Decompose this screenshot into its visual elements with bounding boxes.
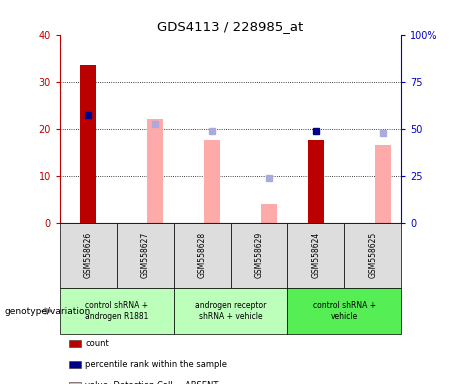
Text: genotype/variation: genotype/variation — [5, 306, 91, 316]
Title: GDS4113 / 228985_at: GDS4113 / 228985_at — [157, 20, 304, 33]
Text: GSM558625: GSM558625 — [368, 232, 377, 278]
Text: value, Detection Call = ABSENT: value, Detection Call = ABSENT — [85, 381, 219, 384]
Text: GSM558626: GSM558626 — [84, 232, 93, 278]
Text: GSM558624: GSM558624 — [311, 232, 320, 278]
Text: GSM558629: GSM558629 — [254, 232, 263, 278]
Text: percentile rank within the sample: percentile rank within the sample — [85, 360, 227, 369]
Text: control shRNA +
vehicle: control shRNA + vehicle — [313, 301, 376, 321]
Text: control shRNA +
androgen R1881: control shRNA + androgen R1881 — [85, 301, 148, 321]
Bar — [261, 204, 277, 223]
Text: androgen receptor
shRNA + vehicle: androgen receptor shRNA + vehicle — [195, 301, 266, 321]
Bar — [148, 119, 163, 223]
Bar — [80, 65, 96, 223]
Bar — [204, 141, 220, 223]
Text: count: count — [85, 339, 109, 348]
Text: GSM558627: GSM558627 — [141, 232, 150, 278]
Text: GSM558628: GSM558628 — [198, 232, 207, 278]
Bar — [308, 141, 324, 223]
Bar — [375, 145, 391, 223]
